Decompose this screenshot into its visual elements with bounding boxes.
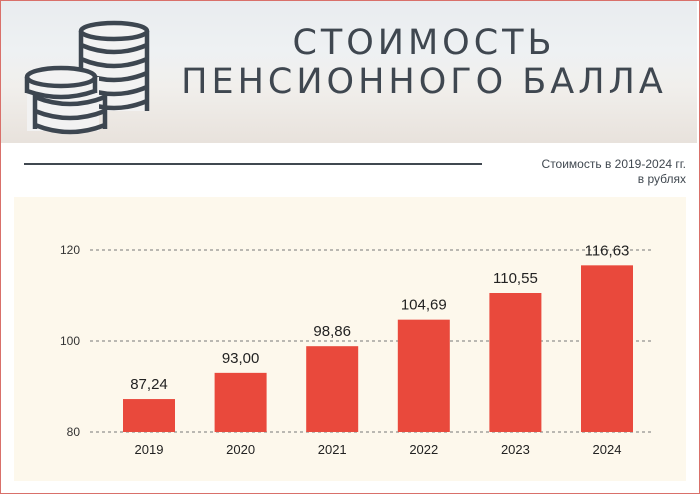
data-label-2024: 116,63 bbox=[585, 242, 630, 259]
page-title-line2: ПЕНСИОННОГО БАЛЛА bbox=[181, 62, 667, 102]
x-tick-label-2020: 2020 bbox=[226, 442, 255, 457]
chart-subtitle: Стоимость в 2019-2024 гг. в рублях bbox=[446, 157, 686, 187]
x-tick-label-2023: 2023 bbox=[501, 442, 530, 457]
bar-2023 bbox=[489, 292, 542, 432]
bar-2019 bbox=[123, 399, 175, 432]
x-tick-label-2024: 2024 bbox=[593, 442, 622, 457]
bar-2022 bbox=[397, 319, 450, 432]
y-tick-label-120: 120 bbox=[60, 243, 80, 257]
header-banner: СТОИМОСТЬ ПЕНСИОННОГО БАЛЛА bbox=[1, 1, 697, 143]
data-label-2019: 87,24 bbox=[130, 376, 168, 393]
page-title-line1: СТОИМОСТЬ bbox=[292, 23, 556, 63]
bar-2021 bbox=[306, 346, 359, 432]
y-tick-label-80: 80 bbox=[67, 425, 81, 439]
x-tick-label-2022: 2022 bbox=[409, 442, 438, 457]
y-tick-label-100: 100 bbox=[60, 334, 80, 348]
x-tick-label-2021: 2021 bbox=[318, 442, 347, 457]
chart-subtitle-line1: Стоимость в 2019-2024 гг. bbox=[541, 157, 686, 171]
data-label-2023: 110,55 bbox=[493, 270, 538, 287]
header-divider bbox=[24, 163, 482, 165]
bar-2020 bbox=[214, 372, 267, 432]
x-tick-label-2019: 2019 bbox=[135, 442, 164, 457]
chart-subtitle-line2: в рублях bbox=[637, 172, 686, 186]
coin-stack-icon bbox=[24, 20, 150, 135]
chart-panel bbox=[14, 197, 686, 481]
data-label-2021: 98,86 bbox=[313, 323, 351, 340]
data-label-2022: 104,69 bbox=[401, 297, 447, 314]
bar-2024 bbox=[581, 265, 633, 432]
data-label-2020: 93,00 bbox=[222, 350, 260, 367]
